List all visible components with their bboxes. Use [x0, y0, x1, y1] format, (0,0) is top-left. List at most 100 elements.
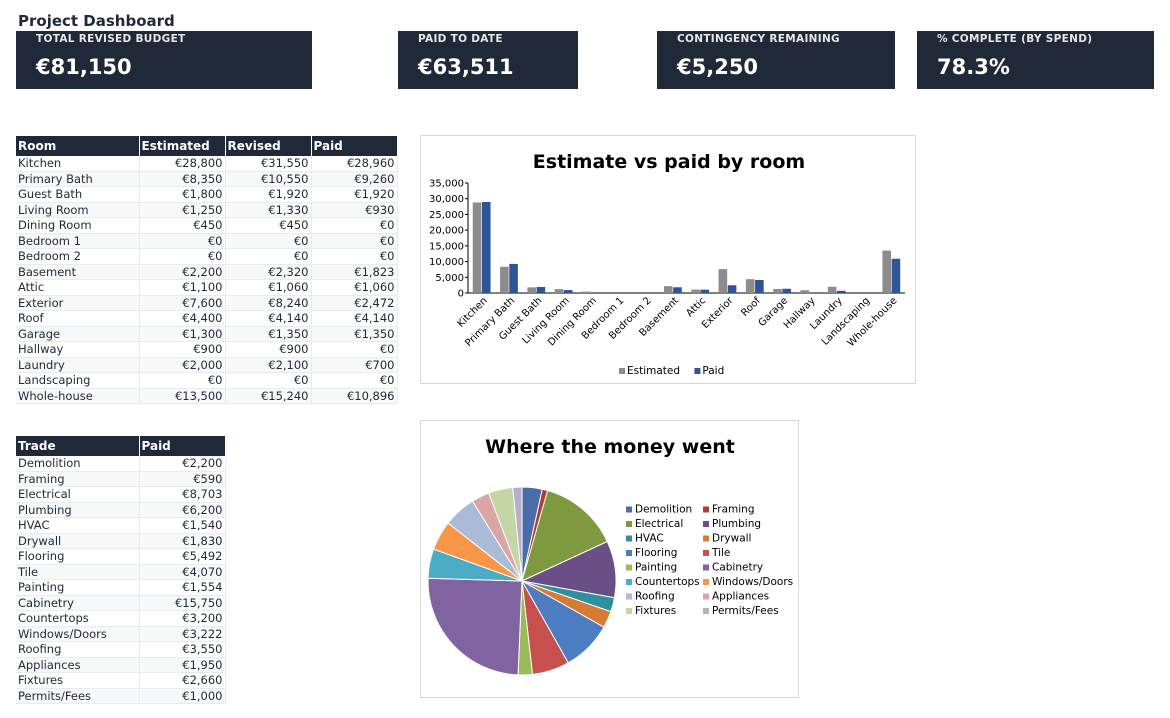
table-cell-value[interactable]: €1,350	[311, 326, 398, 342]
table-cell-name[interactable]: Attic	[16, 279, 140, 296]
table-cell-name[interactable]: Roofing	[16, 641, 140, 658]
table-cell-value[interactable]: €0	[311, 233, 398, 249]
table-cell-value[interactable]: €1,540	[139, 517, 226, 534]
table-cell-value[interactable]: €15,750	[139, 595, 226, 611]
table-cell-value[interactable]: €2,472	[311, 295, 398, 311]
table-cell-value[interactable]: €0	[139, 248, 226, 265]
table-cell-name[interactable]: Dining Room	[16, 217, 140, 234]
bar-paid-whole-house[interactable]	[891, 258, 901, 293]
table-cell-value[interactable]: €1,350	[225, 326, 312, 342]
table-cell-value[interactable]: €8,703	[139, 486, 226, 503]
table-cell-value[interactable]: €9,260	[311, 171, 398, 187]
table-cell-value[interactable]: €10,896	[311, 388, 398, 404]
column-header-paid[interactable]: Paid	[139, 436, 226, 456]
table-cell-value[interactable]: €2,200	[139, 264, 226, 280]
table-cell-value[interactable]: €6,200	[139, 502, 226, 518]
table-cell-value[interactable]: €15,240	[225, 388, 312, 404]
bar-estimated-primary-bath[interactable]	[500, 266, 509, 293]
table-cell-value[interactable]: €1,830	[139, 533, 226, 549]
table-cell-value[interactable]: €3,550	[139, 641, 226, 658]
bar-estimated-guest-bath[interactable]	[527, 287, 536, 293]
table-cell-value[interactable]: €1,920	[225, 186, 312, 203]
bar-paid-attic[interactable]	[700, 289, 710, 293]
pie-slice-electrical[interactable]	[521, 489, 608, 582]
table-cell-name[interactable]: Kitchen	[16, 156, 140, 172]
table-cell-value[interactable]: €28,960	[311, 156, 398, 172]
table-cell-value[interactable]: €10,550	[225, 171, 312, 187]
table-cell-value[interactable]: €1,000	[139, 688, 226, 704]
table-cell-value[interactable]: €2,660	[139, 672, 226, 689]
table-cell-name[interactable]: Tile	[16, 564, 140, 580]
table-cell-name[interactable]: Whole-house	[16, 388, 140, 404]
table-cell-name[interactable]: Painting	[16, 579, 140, 596]
bar-paid-roof[interactable]	[755, 279, 764, 293]
table-cell-name[interactable]: Bedroom 1	[16, 233, 140, 249]
bar-paid-basement[interactable]	[673, 287, 682, 293]
bar-estimated-exterior[interactable]	[718, 269, 728, 293]
pie-chart-money-went[interactable]: Where the money went Demolition Framing Ele…	[420, 420, 799, 698]
table-cell-value[interactable]: €4,400	[139, 310, 226, 327]
table-cell-value[interactable]: €4,140	[225, 310, 312, 327]
table-cell-value[interactable]: €1,920	[311, 186, 398, 203]
table-cell-value[interactable]: €0	[311, 341, 398, 358]
table-cell-value[interactable]: €4,070	[139, 564, 226, 580]
bar-paid-living-room[interactable]	[563, 290, 573, 293]
table-cell-value[interactable]: €3,200	[139, 610, 226, 627]
pie-slice-permits-fees[interactable]	[512, 486, 523, 582]
table-cell-value[interactable]: €0	[225, 372, 312, 389]
table-cell-value[interactable]: €0	[311, 372, 398, 389]
table-cell-value[interactable]: €590	[139, 471, 226, 487]
table-cell-value[interactable]: €450	[225, 217, 312, 234]
table-cell-value[interactable]: €1,823	[311, 264, 398, 280]
bar-estimated-hallway[interactable]	[800, 290, 810, 293]
bar-estimated-living-room[interactable]	[554, 289, 564, 293]
table-cell-value[interactable]: €2,320	[225, 264, 312, 280]
table-cell-value[interactable]: €1,300	[139, 326, 226, 342]
table-cell-name[interactable]: Cabinetry	[16, 595, 140, 611]
bar-estimated-laundry[interactable]	[827, 286, 837, 293]
column-header-room[interactable]: Room	[16, 136, 140, 156]
pie-slice-cabinetry[interactable]	[427, 577, 523, 676]
bar-paid-primary-bath[interactable]	[509, 263, 518, 293]
bar-estimated-roof[interactable]	[745, 279, 755, 293]
table-cell-value[interactable]: €0	[139, 372, 226, 389]
table-cell-value[interactable]: €450	[139, 217, 226, 234]
table-cell-value[interactable]: €930	[311, 202, 398, 218]
bar-estimated-dining-room[interactable]	[582, 291, 591, 293]
table-cell-value[interactable]: €700	[311, 357, 398, 373]
bar-estimated-whole-house[interactable]	[882, 250, 892, 293]
table-cell-name[interactable]: Electrical	[16, 486, 140, 503]
table-cell-value[interactable]: €0	[139, 233, 226, 249]
table-cell-value[interactable]: €0	[225, 233, 312, 249]
table-cell-value[interactable]: €1,250	[139, 202, 226, 218]
table-cell-name[interactable]: Plumbing	[16, 502, 140, 518]
table-cell-value[interactable]: €2,000	[139, 357, 226, 373]
table-cell-name[interactable]: Landscaping	[16, 372, 140, 389]
table-cell-value[interactable]: €0	[311, 248, 398, 265]
table-cell-value[interactable]: €0	[311, 217, 398, 234]
table-cell-value[interactable]: €8,350	[139, 171, 226, 187]
table-cell-value[interactable]: €900	[225, 341, 312, 358]
table-cell-value[interactable]: €4,140	[311, 310, 398, 327]
table-cell-value[interactable]: €28,800	[139, 156, 226, 172]
table-cell-value[interactable]: €0	[225, 248, 312, 265]
table-cell-name[interactable]: Primary Bath	[16, 171, 140, 187]
table-cell-name[interactable]: Exterior	[16, 295, 140, 311]
table-cell-name[interactable]: Flooring	[16, 548, 140, 565]
table-cell-name[interactable]: Windows/Doors	[16, 626, 140, 642]
table-cell-name[interactable]: Living Room	[16, 202, 140, 218]
table-cell-name[interactable]: Permits/Fees	[16, 688, 140, 704]
table-cell-value[interactable]: €1,100	[139, 279, 226, 296]
column-header-revised[interactable]: Revised	[225, 136, 312, 156]
table-cell-name[interactable]: Hallway	[16, 341, 140, 358]
table-cell-value[interactable]: €31,550	[225, 156, 312, 172]
table-cell-name[interactable]: Garage	[16, 326, 140, 342]
table-cell-value[interactable]: €2,200	[139, 456, 226, 472]
table-cell-name[interactable]: Fixtures	[16, 672, 140, 689]
table-cell-value[interactable]: €7,600	[139, 295, 226, 311]
bar-estimated-kitchen[interactable]	[472, 202, 482, 293]
bar-estimated-basement[interactable]	[663, 286, 673, 293]
bar-estimated-attic[interactable]	[691, 289, 700, 293]
table-cell-value[interactable]: €1,330	[225, 202, 312, 218]
table-cell-value[interactable]: €5,492	[139, 548, 226, 565]
